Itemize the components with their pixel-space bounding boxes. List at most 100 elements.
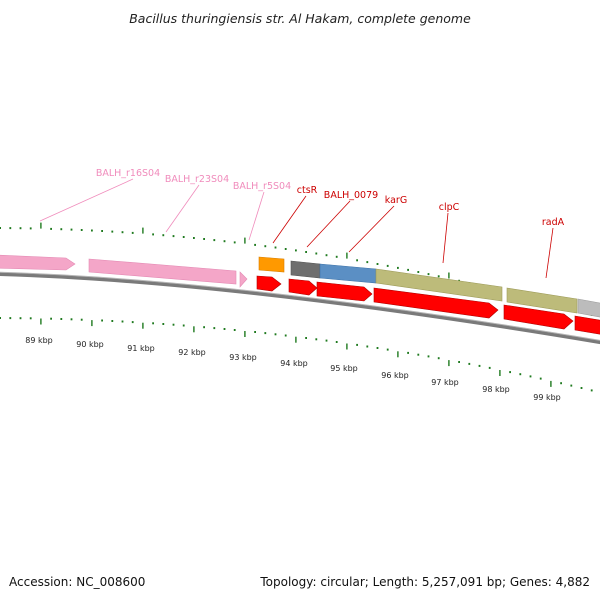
feature-steel-blue[interactable] — [319, 263, 377, 284]
feature-light-gray[interactable] — [577, 298, 600, 318]
upper-ruler-minor-tick — [152, 233, 154, 236]
backbone-highlight — [0, 271, 600, 341]
kbp-label-96: 96 kbp — [381, 371, 409, 380]
lower-ruler-major-tick — [448, 360, 450, 367]
label-balh-0079[interactable]: BALH_0079 — [324, 190, 378, 201]
lower-ruler-minor-tick — [9, 317, 12, 320]
label-ctsr[interactable]: ctsR — [297, 185, 318, 196]
map-title: Bacillus thuringiensis str. Al Hakam, co… — [129, 11, 471, 26]
lower-ruler-minor-tick — [19, 317, 22, 320]
lower-ruler-minor-tick — [509, 371, 511, 374]
kbp-label-91: 91 kbp — [127, 344, 155, 353]
lower-ruler-minor-tick — [519, 373, 522, 376]
feature-olive-1[interactable] — [375, 268, 503, 302]
upper-ruler-major-tick — [40, 222, 42, 229]
upper-ruler-minor-tick — [29, 227, 32, 230]
kbp-label-97: 97 kbp — [431, 378, 459, 387]
kbp-label-89: 89 kbp — [25, 336, 53, 345]
upper-ruler-minor-tick — [356, 259, 358, 262]
lower-ruler-minor-tick — [254, 331, 256, 333]
label-clpc[interactable]: clpC — [439, 202, 460, 213]
upper-ruler-minor-tick — [407, 268, 409, 271]
kbp-label-98: 98 kbp — [482, 385, 510, 394]
lower-ruler-minor-tick — [407, 351, 409, 354]
label-rada[interactable]: radA — [542, 217, 565, 228]
lower-ruler-ticks — [0, 317, 593, 392]
lower-ruler-minor-tick — [335, 341, 338, 343]
kbp-label-90: 90 kbp — [76, 340, 104, 349]
upper-ruler-minor-tick — [213, 239, 216, 242]
kbp-label-93: 93 kbp — [229, 353, 257, 362]
upper-ruler-minor-tick — [203, 238, 205, 240]
upper-ruler-minor-tick — [172, 235, 175, 238]
lower-ruler-minor-tick — [182, 324, 185, 327]
lower-ruler-minor-tick — [50, 317, 52, 320]
feature-balh-r16s04[interactable] — [0, 254, 76, 271]
upper-ruler-minor-tick — [376, 263, 379, 265]
cds-karg[interactable] — [316, 281, 373, 302]
label-balh-r16s04[interactable]: BALH_r16S04 — [96, 168, 160, 179]
upper-ruler-minor-tick — [91, 229, 93, 232]
lower-ruler-major-tick — [499, 370, 501, 376]
label-balh-r23s04[interactable]: BALH_r23S04 — [165, 174, 229, 185]
upper-ruler-minor-tick — [274, 246, 277, 249]
cds-next[interactable] — [574, 315, 600, 335]
label-karg[interactable]: karG — [385, 195, 407, 206]
lower-ruler-minor-tick — [376, 347, 379, 349]
lower-ruler-minor-tick — [580, 387, 583, 389]
upper-ruler-minor-tick — [295, 249, 297, 252]
backbone — [0, 272, 600, 345]
upper-ruler-minor-tick — [417, 271, 420, 273]
lower-ruler-minor-tick — [284, 334, 287, 337]
lower-ruler-minor-tick — [70, 318, 73, 321]
lower-ruler-minor-tick — [29, 317, 32, 320]
lower-ruler-minor-tick — [121, 320, 124, 323]
upper-ruler-minor-tick — [325, 254, 328, 257]
cds-ctsr[interactable] — [256, 275, 282, 292]
upper-ruler-minor-tick — [284, 248, 287, 250]
upper-ruler-minor-tick — [162, 234, 165, 237]
lower-ruler-major-tick — [244, 331, 246, 337]
upper-ruler-minor-tick — [305, 251, 307, 253]
lower-ruler-minor-tick — [80, 318, 83, 321]
cds-clpc[interactable] — [373, 287, 499, 319]
lower-ruler-minor-tick — [386, 348, 389, 351]
lower-ruler-minor-tick — [539, 377, 542, 380]
lower-ruler-minor-tick — [427, 355, 430, 358]
upper-ruler-minor-tick — [131, 231, 134, 234]
upper-ruler-minor-tick — [121, 231, 124, 234]
lower-ruler-major-tick — [142, 322, 144, 329]
upper-ruler-minor-tick — [19, 227, 22, 230]
accession-text: Accession: NC_008600 — [9, 575, 145, 589]
feature-balh-r5s04[interactable] — [239, 271, 248, 288]
lower-ruler-minor-tick — [101, 319, 103, 322]
upper-ruler-minor-tick — [437, 275, 440, 278]
label-balh-r5s04[interactable]: BALH_r5S04 — [233, 181, 291, 192]
cds-balh-0079[interactable] — [288, 278, 318, 296]
feature-dark-gray[interactable] — [290, 260, 321, 279]
upper-ruler-minor-tick — [366, 261, 369, 264]
feature-orange[interactable] — [258, 256, 285, 273]
feature-olive-2[interactable] — [506, 287, 578, 314]
lower-cds-track — [256, 275, 600, 335]
upper-ruler-minor-tick — [70, 228, 73, 231]
feature-balh-r23s04[interactable] — [88, 258, 237, 285]
cds-rada[interactable] — [503, 304, 574, 330]
upper-feature-track — [0, 254, 600, 318]
lower-ruler-minor-tick — [356, 343, 358, 346]
upper-ruler-minor-tick — [101, 230, 103, 232]
kbp-label-99: 99 kbp — [533, 393, 561, 402]
lower-ruler-major-tick — [295, 336, 297, 343]
upper-ruler-minor-tick — [9, 227, 12, 230]
lower-ruler-major-tick — [193, 326, 195, 333]
lower-ruler-minor-tick — [0, 317, 1, 319]
lower-ruler-minor-tick — [162, 323, 165, 325]
lower-ruler-minor-tick — [203, 326, 205, 329]
lower-ruler-minor-tick — [111, 320, 114, 322]
upper-ruler-minor-tick — [386, 264, 389, 267]
lower-ruler-minor-tick — [213, 327, 216, 330]
lower-ruler-minor-tick — [223, 328, 226, 330]
lower-ruler-minor-tick — [590, 389, 593, 392]
lower-ruler-minor-tick — [488, 366, 491, 369]
upper-ruler-minor-tick — [264, 245, 267, 248]
